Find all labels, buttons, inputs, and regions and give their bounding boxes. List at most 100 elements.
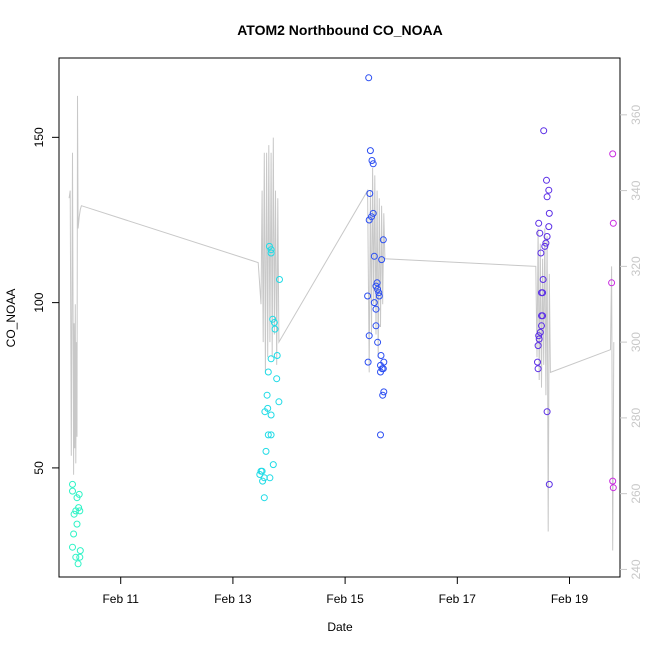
y2-tick-label: 340 <box>629 180 643 200</box>
data-point <box>375 289 383 297</box>
data-point <box>269 461 277 469</box>
data-point <box>271 325 279 333</box>
data-point <box>543 193 551 201</box>
data-point <box>369 209 377 217</box>
data-point <box>541 242 549 250</box>
data-point <box>69 480 76 488</box>
y2-tick-label: 320 <box>629 256 643 276</box>
data-point <box>275 398 283 406</box>
data-point <box>365 74 373 82</box>
data-point <box>269 315 277 323</box>
data-point <box>535 219 543 227</box>
data-point <box>539 289 547 297</box>
data-point <box>378 256 386 264</box>
data-point <box>273 352 281 359</box>
data-point <box>364 358 372 366</box>
data-point <box>263 391 271 399</box>
plot-frame <box>58 57 621 578</box>
data-point <box>374 338 382 346</box>
data-point <box>542 239 550 247</box>
data-point <box>273 375 281 383</box>
data-point <box>374 285 382 293</box>
data-point <box>372 305 380 313</box>
secondary-trace-layer <box>68 95 615 551</box>
data-point <box>75 490 83 498</box>
x-axis-label: Date <box>327 620 353 634</box>
y2-tick-label: 360 <box>629 104 643 124</box>
y2-tick-label: 240 <box>629 559 643 579</box>
data-point <box>370 252 378 260</box>
data-point <box>369 160 377 168</box>
data-point <box>379 236 387 244</box>
data-point <box>72 507 80 515</box>
data-point <box>534 342 542 350</box>
data-point <box>534 358 541 366</box>
data-point <box>370 299 378 307</box>
data-point <box>535 332 543 340</box>
y-tick-label: 50 <box>32 461 46 475</box>
chart-title: ATOM2 Northbound CO_NOAA <box>237 22 443 38</box>
y2-tick-label: 280 <box>629 408 643 428</box>
data-point <box>267 355 275 363</box>
data-point <box>267 249 275 257</box>
data-point <box>368 157 376 164</box>
data-point <box>69 487 76 495</box>
y2-tick-label: 300 <box>629 332 643 352</box>
data-point <box>69 543 76 551</box>
data-point <box>608 279 616 287</box>
x-tick-label: Feb 13 <box>214 592 252 606</box>
data-point <box>73 520 81 528</box>
data-point <box>609 150 617 158</box>
data-point <box>261 408 269 416</box>
data-point <box>76 547 84 555</box>
data-point <box>379 391 387 399</box>
data-point <box>364 292 372 300</box>
data-point <box>265 242 273 250</box>
data-point <box>266 474 274 482</box>
data-point <box>72 553 80 561</box>
data-point <box>377 431 384 439</box>
data-point <box>537 249 545 257</box>
data-point <box>545 209 553 217</box>
data-point <box>76 507 84 515</box>
data-point <box>70 530 78 538</box>
data-point <box>543 176 550 184</box>
data-point <box>70 510 78 518</box>
data-point <box>372 282 380 290</box>
data-point <box>74 560 82 568</box>
x-tick-label: Feb 17 <box>439 592 477 606</box>
data-point <box>377 352 385 359</box>
data-point <box>545 480 553 488</box>
data-point <box>545 186 553 194</box>
secondary-trace-line <box>68 95 615 551</box>
data-point <box>536 229 544 237</box>
y-tick-label: 100 <box>32 292 46 312</box>
x-tick-label: Feb 11 <box>102 592 139 606</box>
data-point <box>76 553 84 561</box>
data-point <box>540 127 548 135</box>
data-point <box>380 358 388 366</box>
data-point <box>366 190 374 197</box>
data-point <box>260 494 268 502</box>
data-point <box>262 447 270 455</box>
points-layer <box>69 74 617 568</box>
data-point <box>259 477 267 485</box>
data-point <box>609 477 617 485</box>
data-point <box>609 219 617 227</box>
data-point <box>545 223 553 231</box>
x-tick-label: Feb 15 <box>326 592 364 606</box>
data-point <box>256 471 264 478</box>
data-point <box>267 246 275 254</box>
data-point <box>264 431 272 439</box>
data-point <box>267 411 275 419</box>
data-point <box>538 322 545 330</box>
data-point <box>375 292 383 300</box>
data-point <box>534 365 542 373</box>
data-point <box>609 484 617 492</box>
axes-layer: Feb 11 Feb 13 Feb 15 Feb 17 Feb 19 50 100 150 24… <box>32 104 643 606</box>
data-point <box>543 233 551 240</box>
data-point <box>365 216 373 224</box>
data-point <box>372 322 380 330</box>
y2-tick-label: 260 <box>629 483 643 503</box>
data-point <box>270 319 278 326</box>
